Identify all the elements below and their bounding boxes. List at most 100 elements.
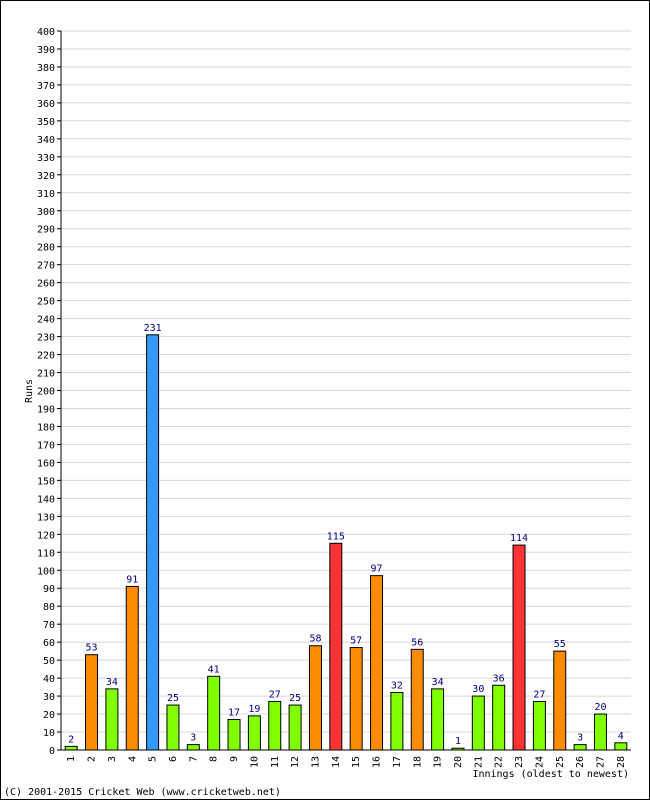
y-tick-label: 120 [37,530,55,541]
x-tick-label: 24 [534,756,545,768]
y-tick-label: 210 [37,369,55,380]
y-tick-label: 140 [37,494,55,505]
bar [593,713,607,751]
bar-value-label: 231 [144,323,162,334]
y-axis-ticks: 0 10 20 30 40 50 60 70 80 90 100 110 120 130 140 150 160… [37,27,61,757]
bar-value-label: 2 [68,734,74,745]
x-tick-label: 4 [127,756,138,762]
bar-value-label: 97 [371,564,383,575]
bars [64,334,628,751]
y-tick-label: 310 [37,189,55,200]
x-tick-label: 26 [575,756,586,768]
x-tick-label: 2 [87,756,98,762]
y-tick-label: 270 [37,261,55,272]
bar-value-label: 27 [269,689,281,700]
y-tick-label: 370 [37,81,55,92]
bar [288,704,302,751]
bar [471,695,485,751]
bar [268,700,282,751]
y-tick-label: 260 [37,279,55,290]
x-axis-ticks: 1 2 3 4 5 6 7 8 9 10 11 12 13 14 15 16 17 18 19 20 21 22 23 24 2… [66,756,627,768]
bar [532,700,546,751]
x-tick-label: 16 [372,756,383,768]
x-tick-label: 15 [351,756,362,768]
x-tick-label: 20 [453,756,464,768]
y-tick-label: 350 [37,117,55,128]
bar-value-label: 41 [208,664,220,675]
x-tick-label: 9 [229,756,240,762]
bar [492,684,506,751]
bar-value-label: 17 [228,707,240,718]
x-tick-label: 13 [310,756,321,768]
y-tick-label: 380 [37,63,55,74]
x-tick-label: 6 [168,756,179,762]
y-tick-label: 40 [43,674,55,685]
y-tick-label: 400 [37,27,55,38]
bar [146,334,160,751]
bar [125,585,139,751]
bar-value-label: 114 [510,533,528,544]
bar-value-label: 36 [493,673,505,684]
bar [105,688,119,751]
bar [512,544,526,751]
y-tick-label: 300 [37,207,55,218]
bar-value-label: 34 [432,677,444,688]
y-tick-label: 390 [37,45,55,56]
bar [186,744,200,751]
x-tick-label: 14 [331,756,342,768]
x-tick-label: 11 [270,756,281,768]
x-tick-label: 28 [616,756,627,768]
y-tick-label: 170 [37,440,55,451]
bar [614,742,628,751]
x-tick-label: 5 [148,756,159,762]
bar-value-label: 56 [411,637,423,648]
y-tick-label: 30 [43,692,55,703]
bar-value-label: 34 [106,677,118,688]
x-axis-title: Innings (oldest to newest) [472,769,629,780]
y-tick-label: 340 [37,135,55,146]
y-tick-label: 80 [43,602,55,613]
bar [553,650,567,751]
bar [329,542,343,751]
x-tick-label: 1 [66,756,77,762]
x-tick-label: 12 [290,756,301,768]
y-tick-label: 360 [37,99,55,110]
bar-value-label: 53 [86,643,98,654]
bar-value-label: 58 [309,634,321,645]
bar-value-label: 3 [190,733,196,744]
bar [573,744,587,751]
x-tick-label: 8 [209,756,220,762]
y-tick-label: 90 [43,584,55,595]
y-tick-label: 190 [37,404,55,415]
bar-value-label: 25 [167,693,179,704]
x-tick-label: 10 [249,756,260,768]
y-tick-label: 250 [37,297,55,308]
bar-value-label: 1 [455,736,461,747]
x-tick-label: 17 [392,756,403,768]
x-tick-label: 3 [107,756,118,762]
y-tick-label: 330 [37,153,55,164]
bar [370,575,384,751]
bar [64,745,78,751]
y-tick-label: 110 [37,548,55,559]
y-tick-label: 10 [43,728,55,739]
x-tick-label: 21 [473,756,484,768]
y-tick-label: 100 [37,566,55,577]
copyright-footer: (C) 2001-2015 Cricket Web (www.cricketwe… [4,787,281,798]
bar-value-label: 55 [554,639,566,650]
bar [431,688,445,751]
bar-value-label: 57 [350,636,362,647]
bar-value-label: 115 [327,531,345,542]
bar [410,648,424,751]
bar [349,647,363,751]
bar [227,718,241,751]
y-axis-title: Runs [24,379,35,403]
y-tick-label: 180 [37,422,55,433]
bar-value-label: 3 [577,733,583,744]
y-tick-label: 230 [37,333,55,344]
y-tick-label: 200 [37,387,55,398]
y-tick-label: 320 [37,171,55,182]
